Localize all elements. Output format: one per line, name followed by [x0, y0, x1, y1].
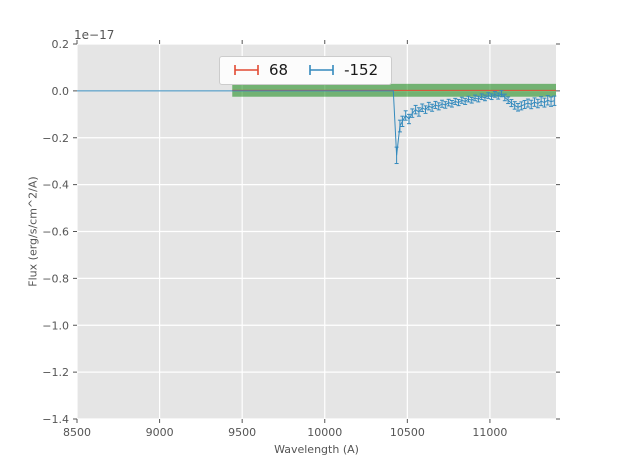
legend-entry-68[interactable]: 68	[233, 60, 288, 80]
legend: 68 -152	[219, 56, 393, 85]
y-tick-labels: 0.2 0.0 −0.2 −0.4 −0.6 −0.8 −1.0 −1.2 −1.4	[42, 38, 69, 426]
blue-errorbar-icon	[309, 65, 334, 75]
y-tick-label: −0.6	[42, 226, 69, 239]
x-tick-label: 9500	[228, 426, 256, 439]
y-axis-label: Flux (erg/s/cm^2/A)	[26, 176, 40, 287]
x-axis-label: Wavelength (A)	[274, 443, 359, 456]
x-tick-label: 8500	[63, 426, 91, 439]
y-tick-label: −1.2	[42, 366, 69, 379]
y-tick-label: −0.2	[42, 132, 69, 145]
tick-marks	[73, 40, 560, 423]
legend-label: -152	[344, 61, 379, 79]
x-tick-labels: 8500 9000 9500 10000 10500 11000	[63, 426, 507, 439]
x-tick-label: 9000	[146, 426, 174, 439]
y-tick-label: −1.0	[42, 319, 69, 332]
red-errorbar-icon	[234, 65, 259, 75]
x-tick-label: 10500	[390, 426, 425, 439]
x-tick-label: 10000	[307, 426, 342, 439]
legend-label: 68	[269, 61, 289, 79]
y-tick-label: −0.8	[42, 272, 69, 285]
x-tick-label: 11000	[472, 426, 507, 439]
y-tick-label: −1.4	[42, 413, 69, 426]
y-tick-label: 0.0	[52, 85, 70, 98]
y-tick-label: 0.2	[52, 38, 70, 51]
y-tick-label: −0.4	[42, 179, 69, 192]
series-line	[77, 90, 555, 156]
series--152	[77, 90, 557, 165]
legend-entry-neg152[interactable]: -152	[308, 60, 378, 80]
axis-offset-label: 1e−17	[74, 28, 115, 42]
